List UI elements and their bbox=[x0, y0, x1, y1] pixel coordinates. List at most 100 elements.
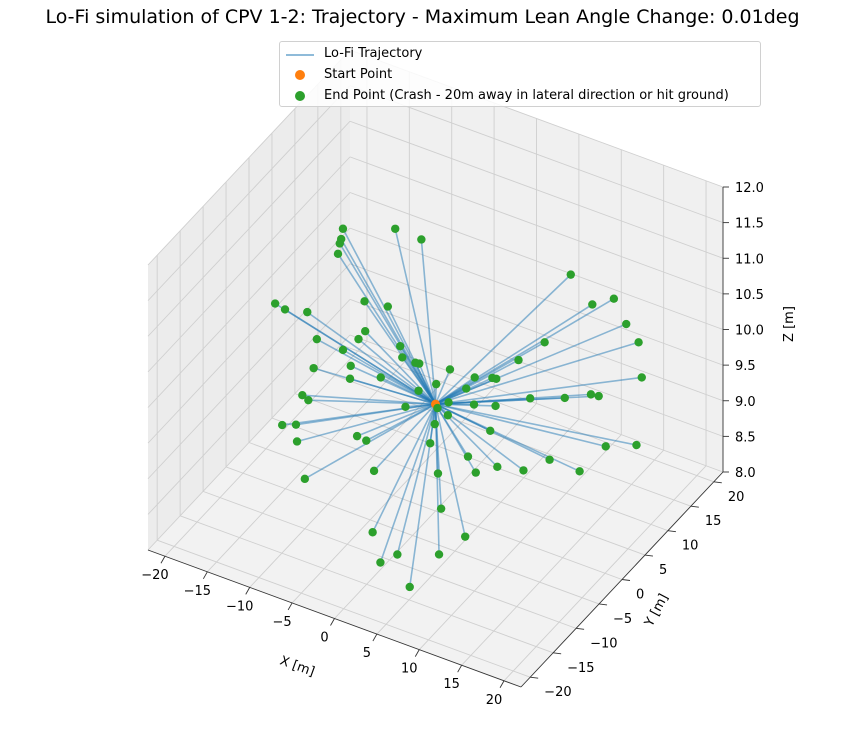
end-point bbox=[514, 355, 523, 365]
end-point bbox=[632, 440, 641, 450]
end-point bbox=[594, 391, 603, 401]
x-tick-label: 10 bbox=[401, 662, 418, 677]
trajectory-line bbox=[379, 403, 437, 563]
end-point bbox=[278, 420, 287, 430]
end-point bbox=[469, 400, 479, 409]
trajectory-line bbox=[371, 403, 437, 533]
x-tick-mark bbox=[499, 680, 505, 688]
end-point bbox=[462, 384, 471, 393]
trajectory-line bbox=[435, 403, 491, 432]
trajectory-line bbox=[356, 403, 436, 437]
z-tick-label: 9.5 bbox=[735, 359, 756, 374]
end-point bbox=[338, 345, 348, 355]
trajectory-line bbox=[380, 376, 436, 405]
end-point bbox=[493, 462, 502, 472]
end-point bbox=[432, 379, 441, 389]
legend: Lo-Fi Trajectory Start Point End Point (… bbox=[279, 41, 761, 107]
legend-item-end: End Point (Crash - 20m away in lateral d… bbox=[280, 86, 760, 106]
end-point bbox=[303, 307, 312, 317]
data-points bbox=[270, 224, 646, 592]
y-tick-mark bbox=[644, 554, 654, 557]
x-tick-mark bbox=[457, 664, 463, 673]
end-point bbox=[280, 305, 290, 314]
x-tick-mark bbox=[330, 618, 335, 626]
x-tick-label: 0 bbox=[320, 631, 328, 646]
end-point bbox=[463, 452, 473, 461]
end-point bbox=[291, 420, 301, 429]
end-point bbox=[609, 294, 619, 303]
z-tick-label: 10.5 bbox=[735, 288, 764, 303]
legend-line-swatch bbox=[286, 54, 314, 56]
end-point bbox=[391, 224, 400, 233]
y-tick-mark bbox=[598, 603, 608, 606]
end-point bbox=[361, 326, 370, 336]
x-tick-label: −10 bbox=[226, 599, 253, 614]
grid-line-z-left bbox=[147, 192, 351, 408]
y-tick-label: 15 bbox=[705, 514, 722, 529]
trajectory-line bbox=[296, 403, 436, 443]
trajectory-line bbox=[435, 395, 599, 405]
grid-line-z-left bbox=[147, 120, 351, 337]
x-tick-mark bbox=[245, 587, 251, 595]
end-point bbox=[345, 374, 355, 383]
legend-dot-start bbox=[295, 70, 305, 80]
end-point bbox=[433, 469, 443, 478]
end-point bbox=[312, 334, 322, 344]
end-point bbox=[525, 394, 535, 403]
chart-title: Lo-Fi simulation of CPV 1-2: Trajectory … bbox=[45, 6, 800, 28]
end-point bbox=[333, 249, 343, 259]
trajectory-line bbox=[295, 403, 436, 426]
end-point bbox=[346, 361, 355, 371]
end-point bbox=[300, 474, 310, 484]
end-point bbox=[426, 439, 435, 448]
end-point bbox=[417, 235, 426, 244]
grid-line-z-back bbox=[349, 192, 724, 330]
trajectory-line bbox=[434, 404, 439, 474]
trajectory-line bbox=[349, 377, 436, 405]
end-point bbox=[491, 401, 500, 411]
legend-label-start: Start Point bbox=[324, 67, 393, 82]
legend-item-start: Start Point bbox=[280, 65, 760, 85]
end-point bbox=[486, 426, 495, 436]
grid-line-z-back bbox=[349, 120, 724, 259]
end-point bbox=[470, 373, 479, 382]
grid-line-z-back bbox=[349, 263, 724, 402]
y-tick-label: 20 bbox=[728, 490, 745, 505]
end-point bbox=[369, 466, 379, 476]
trajectory-line bbox=[364, 330, 437, 405]
trajectory-line bbox=[365, 403, 436, 442]
y-tick-label: −10 bbox=[590, 636, 617, 651]
end-point bbox=[622, 319, 631, 329]
end-point bbox=[292, 437, 302, 446]
trajectory-line bbox=[434, 369, 451, 405]
trajectory-line bbox=[342, 349, 436, 405]
y-tick-mark bbox=[713, 481, 722, 484]
trajectory-line bbox=[435, 303, 593, 405]
end-point bbox=[445, 365, 455, 374]
end-point bbox=[540, 338, 549, 347]
end-point bbox=[575, 467, 584, 476]
trajectory-line bbox=[394, 228, 437, 405]
grid-line-z-back bbox=[349, 298, 724, 437]
y-tick-mark bbox=[553, 652, 562, 655]
end-point bbox=[436, 504, 446, 513]
trajectory-line bbox=[435, 403, 637, 446]
end-point bbox=[588, 300, 597, 309]
end-point bbox=[376, 558, 385, 567]
end-point bbox=[395, 341, 405, 351]
trajectory-line bbox=[435, 403, 606, 448]
x-tick-label: 5 bbox=[363, 646, 371, 661]
grid-line-y-floor bbox=[179, 515, 554, 654]
end-point bbox=[352, 431, 362, 441]
end-point bbox=[637, 373, 646, 382]
end-point bbox=[338, 224, 348, 233]
grid-line-z-left bbox=[147, 156, 351, 373]
y-tick-mark bbox=[690, 505, 699, 508]
end-point bbox=[414, 386, 423, 395]
grid-line-z-back bbox=[349, 85, 724, 224]
end-point bbox=[398, 353, 407, 362]
end-point bbox=[411, 358, 420, 367]
legend-dot-end bbox=[295, 91, 305, 101]
end-point bbox=[586, 390, 596, 399]
grid-line-z-back bbox=[349, 227, 724, 366]
